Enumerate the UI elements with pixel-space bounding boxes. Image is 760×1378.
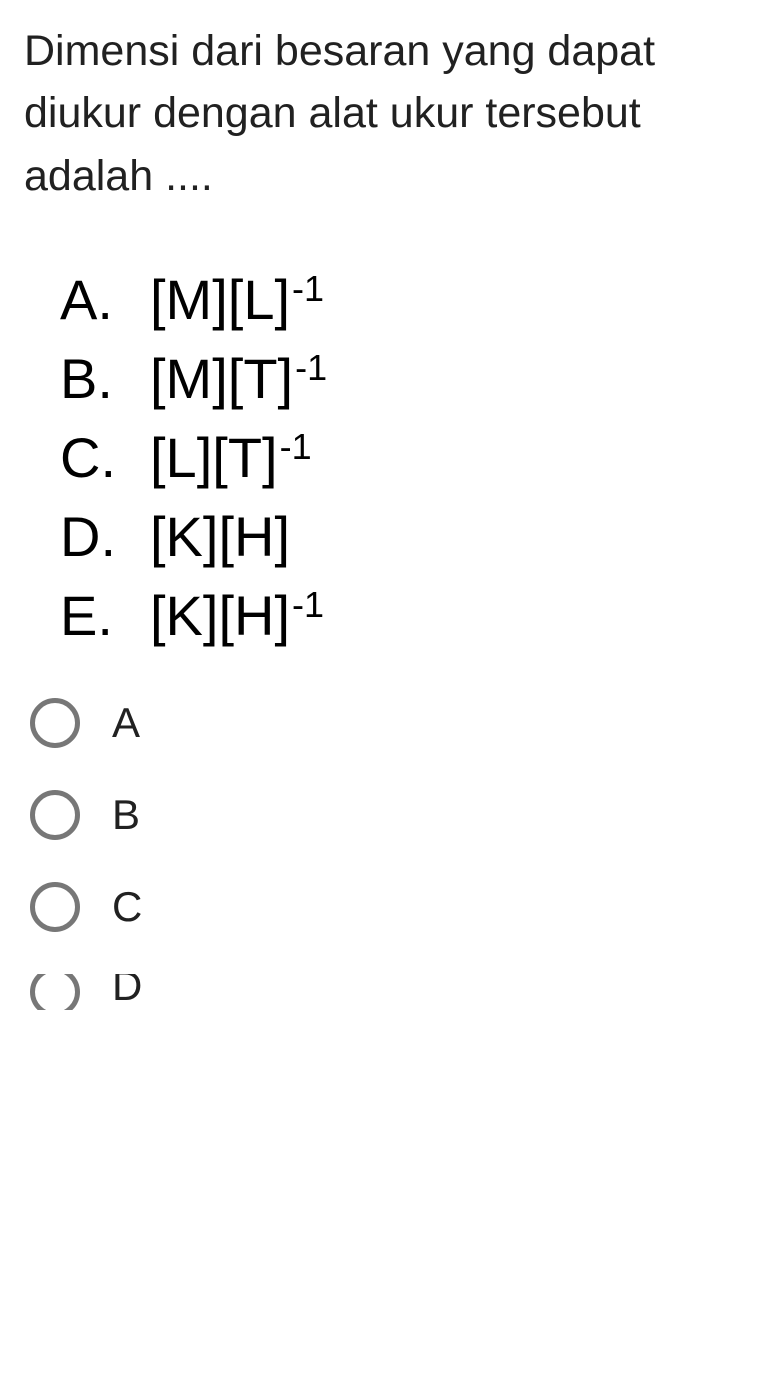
- radio-label-a: A: [112, 699, 140, 747]
- radio-list: A B C D: [24, 698, 736, 1010]
- option-base-b: [M][T]: [150, 346, 293, 411]
- radio-circle-icon: [30, 974, 80, 1010]
- option-letter-e: E.: [60, 583, 150, 648]
- radio-label-c: C: [112, 883, 142, 931]
- option-letter-c: C.: [60, 425, 150, 490]
- radio-label-b: B: [112, 791, 140, 839]
- radio-circle-icon: [30, 882, 80, 932]
- radio-option-c[interactable]: C: [30, 882, 736, 932]
- option-c: C. [L][T] -1: [60, 425, 736, 490]
- option-base-a: [M][L]: [150, 267, 290, 332]
- option-formula-d: [K][H]: [150, 504, 292, 569]
- option-letter-a: A.: [60, 267, 150, 332]
- option-formula-c: [L][T] -1: [150, 425, 312, 490]
- option-exponent-b: -1: [295, 347, 327, 389]
- radio-option-a[interactable]: A: [30, 698, 736, 748]
- radio-label-d: D: [112, 974, 142, 1010]
- radio-circle-icon: [30, 698, 80, 748]
- option-exponent-c: -1: [280, 426, 312, 468]
- question-text: Dimensi dari besaran yang dapat diukur d…: [24, 20, 736, 207]
- radio-option-d[interactable]: D: [30, 974, 736, 1010]
- option-base-d: [K][H]: [150, 504, 290, 569]
- option-formula-a: [M][L] -1: [150, 267, 324, 332]
- option-exponent-a: -1: [292, 268, 324, 310]
- option-formula-e: [K][H] -1: [150, 583, 324, 648]
- option-b: B. [M][T] -1: [60, 346, 736, 411]
- radio-circle-icon: [30, 790, 80, 840]
- radio-option-b[interactable]: B: [30, 790, 736, 840]
- option-letter-d: D.: [60, 504, 150, 569]
- option-a: A. [M][L] -1: [60, 267, 736, 332]
- options-list: A. [M][L] -1 B. [M][T] -1 C. [L][T] -1 D…: [24, 267, 736, 648]
- option-base-e: [K][H]: [150, 583, 290, 648]
- option-letter-b: B.: [60, 346, 150, 411]
- option-exponent-e: -1: [292, 584, 324, 626]
- option-d: D. [K][H]: [60, 504, 736, 569]
- option-formula-b: [M][T] -1: [150, 346, 327, 411]
- option-base-c: [L][T]: [150, 425, 278, 490]
- option-e: E. [K][H] -1: [60, 583, 736, 648]
